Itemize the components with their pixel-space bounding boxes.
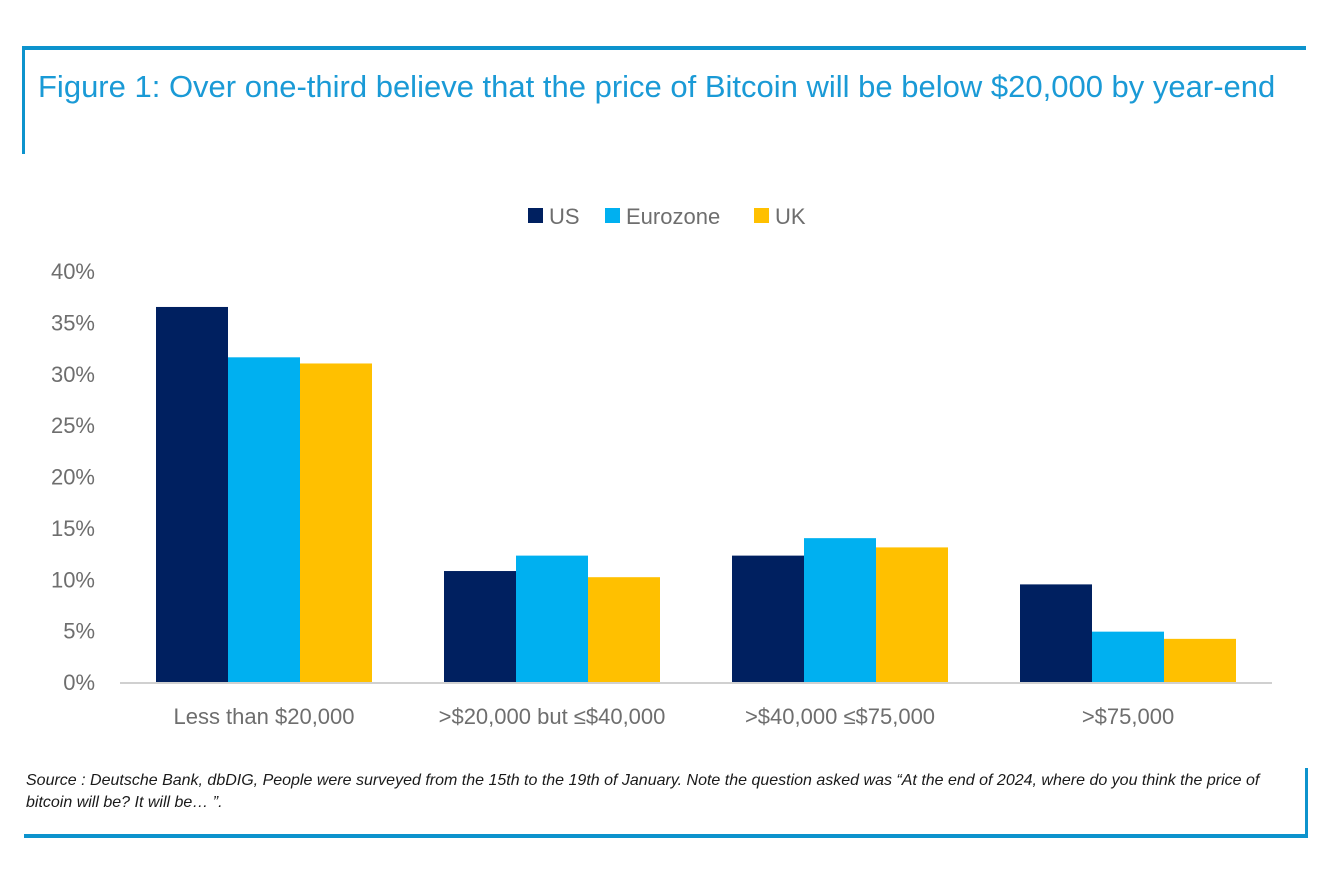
y-tick-label: 10% <box>51 567 95 592</box>
x-axis: Less than $20,000 >$20,000 but ≤$40,000 >$… <box>173 704 1174 729</box>
y-tick-label: 35% <box>51 310 95 335</box>
bar-eurozone-1 <box>516 555 588 682</box>
bar-us-0 <box>156 306 228 682</box>
y-tick-label: 0% <box>63 670 95 695</box>
figure-title: Figure 1: Over one-third believe that th… <box>38 69 1276 104</box>
y-axis: 0% 5% 10% 15% 20% 25% 30% 35% 40% <box>51 259 95 695</box>
y-tick-label: 5% <box>63 619 95 644</box>
source-frame <box>24 768 1308 838</box>
legend-swatch-us <box>528 208 543 223</box>
x-tick-label: >$40,000 ≤$75,000 <box>745 704 935 729</box>
bars <box>156 306 1236 682</box>
bar-us-2 <box>732 555 804 682</box>
x-tick-label: >$75,000 <box>1082 704 1174 729</box>
x-tick-label: Less than $20,000 <box>173 704 354 729</box>
bar-us-1 <box>444 571 516 682</box>
bar-uk-0 <box>300 363 372 682</box>
legend-label-uk: UK <box>775 204 806 229</box>
y-tick-label: 30% <box>51 362 95 387</box>
legend-label-us: US <box>549 204 580 229</box>
y-tick-label: 15% <box>51 516 95 541</box>
x-tick-label: >$20,000 but ≤$40,000 <box>439 704 666 729</box>
y-tick-label: 25% <box>51 413 95 438</box>
legend-swatch-uk <box>754 208 769 223</box>
title-frame <box>22 46 1306 154</box>
bar-uk-2 <box>876 547 948 682</box>
bar-us-3 <box>1020 584 1092 682</box>
bar-eurozone-3 <box>1092 631 1164 682</box>
y-tick-label: 40% <box>51 259 95 284</box>
bar-uk-1 <box>588 577 660 682</box>
bar-eurozone-2 <box>804 538 876 682</box>
bar-eurozone-0 <box>228 357 300 682</box>
legend: US Eurozone UK <box>528 204 806 229</box>
source-note: Source : Deutsche Bank, dbDIG, People we… <box>26 772 1260 811</box>
bar-uk-3 <box>1164 638 1236 682</box>
legend-swatch-eurozone <box>605 208 620 223</box>
y-tick-label: 20% <box>51 465 95 490</box>
legend-label-eurozone: Eurozone <box>626 204 720 229</box>
